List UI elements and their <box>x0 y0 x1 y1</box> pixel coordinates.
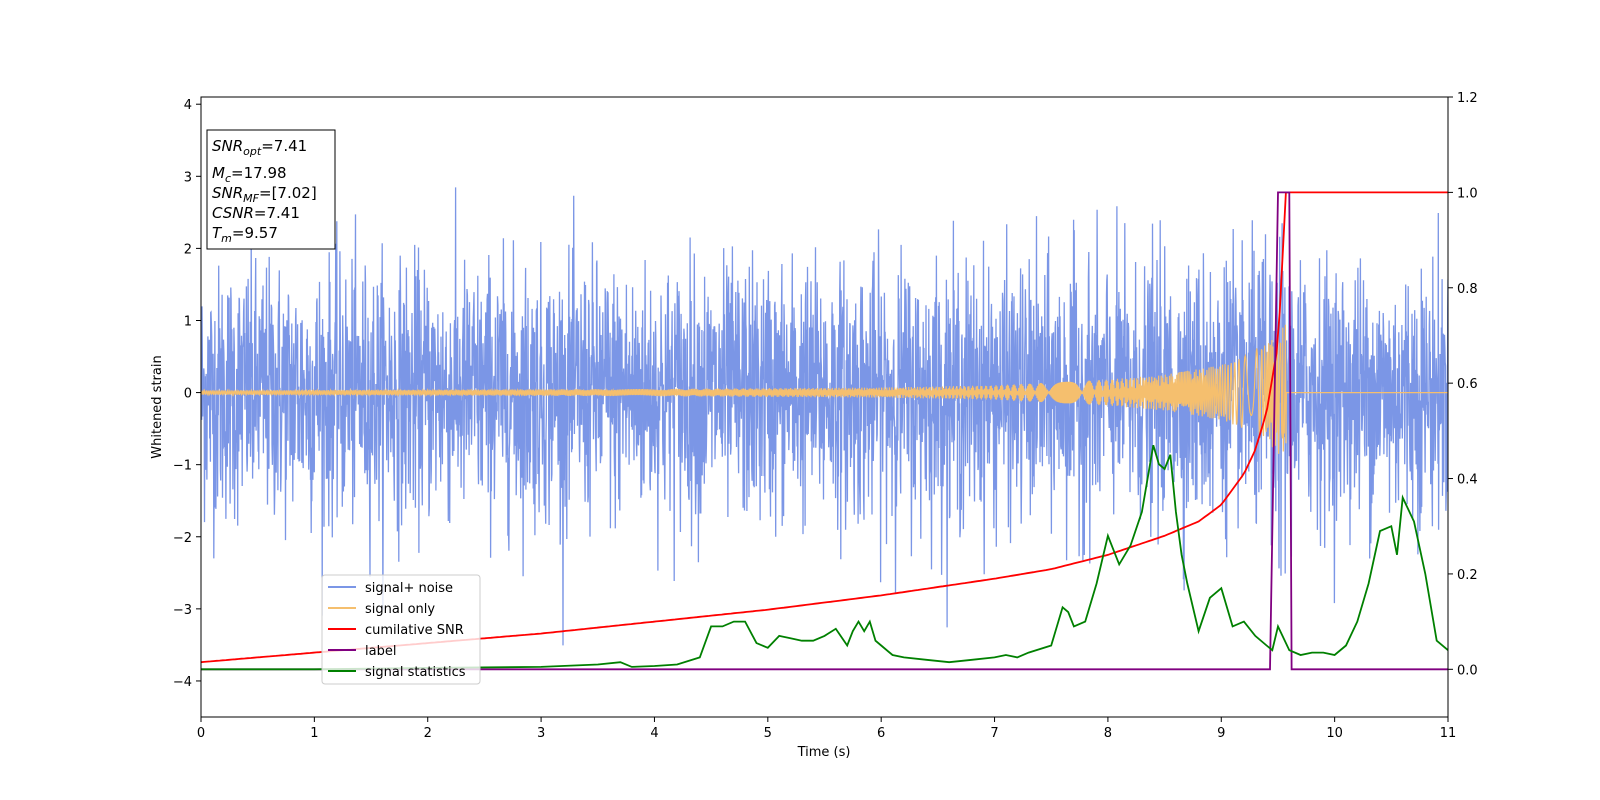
y-left-tick-label: 3 <box>184 170 192 185</box>
y-right-tick-label: 1.2 <box>1457 91 1478 106</box>
svg-text:signal+ noise: signal+ noise <box>365 581 453 596</box>
x-tick-label: 1 <box>310 726 318 741</box>
y-right-tick-label: 0.6 <box>1457 377 1478 392</box>
x-tick-label: 8 <box>1104 726 1112 741</box>
y-right-tick-label: 0.0 <box>1457 663 1478 678</box>
x-tick-label: 11 <box>1440 726 1457 741</box>
y-left-tick-label: 0 <box>184 387 192 402</box>
series-label-line <box>201 191 1448 671</box>
x-tick-label: 9 <box>1217 726 1225 741</box>
legend-item: label <box>328 644 396 659</box>
y-axis-left: −4 −3 −2 −1 0 1 2 3 4 <box>173 98 201 690</box>
series-signal-noise-line <box>201 187 1448 646</box>
x-axis: 0 1 2 3 4 5 6 7 8 9 10 11 <box>197 717 1456 741</box>
y-left-tick-label: 2 <box>184 242 192 257</box>
legend: signal+ noise signal only cumilative SNR… <box>321 574 481 685</box>
series-signal-statistics-line <box>201 444 1448 671</box>
y-axis-right: 0.0 0.2 0.4 0.6 0.8 1.0 1.2 <box>1448 91 1478 678</box>
x-tick-label: 10 <box>1326 726 1343 741</box>
y-right-tick-label: 0.4 <box>1457 473 1478 488</box>
y-right-tick-label: 1.0 <box>1457 186 1478 201</box>
plot-frame <box>200 96 1449 718</box>
x-tick-label: 3 <box>537 726 545 741</box>
y-left-tick-label: −2 <box>173 531 192 546</box>
x-tick-label: 6 <box>877 726 885 741</box>
legend-item: signal+ noise <box>328 581 453 596</box>
legend-item: signal only <box>328 602 435 617</box>
svg-text:CSNR=7.41: CSNR=7.41 <box>212 204 300 222</box>
svg-text:label: label <box>365 644 396 659</box>
svg-text:Mc=17.98: Mc=17.98 <box>212 164 287 185</box>
y-left-tick-label: −4 <box>173 675 192 690</box>
legend-item: cumilative SNR <box>328 623 464 638</box>
x-tick-label: 5 <box>764 726 772 741</box>
svg-text:Tm=9.57: Tm=9.57 <box>212 224 278 245</box>
series-signal-only-line <box>201 324 1448 454</box>
x-tick-label: 4 <box>650 726 658 741</box>
x-axis-label: Time (s) <box>797 745 851 760</box>
y-right-tick-label: 0.8 <box>1457 282 1478 297</box>
annotation-box: SNRopt=7.41 Mc=17.98 SNRMF=[7.02] CSNR=7… <box>206 129 336 250</box>
svg-text:signal statistics: signal statistics <box>365 665 466 680</box>
svg-text:signal only: signal only <box>365 602 435 617</box>
x-tick-label: 0 <box>197 726 205 741</box>
y-left-tick-label: 1 <box>184 314 192 329</box>
y-axis-label: Whitened strain <box>150 355 165 458</box>
svg-text:cumilative SNR: cumilative SNR <box>365 623 464 638</box>
svg-text:SNRMF=[7.02]: SNRMF=[7.02] <box>212 184 317 205</box>
y-left-tick-label: −1 <box>173 459 192 474</box>
svg-text:SNRopt=7.41: SNRopt=7.41 <box>212 137 307 158</box>
legend-item: signal statistics <box>328 665 466 680</box>
x-tick-label: 2 <box>424 726 432 741</box>
x-tick-label: 7 <box>990 726 998 741</box>
y-left-tick-label: −3 <box>173 603 192 618</box>
y-left-tick-label: 4 <box>184 98 192 113</box>
y-right-tick-label: 0.2 <box>1457 568 1478 583</box>
